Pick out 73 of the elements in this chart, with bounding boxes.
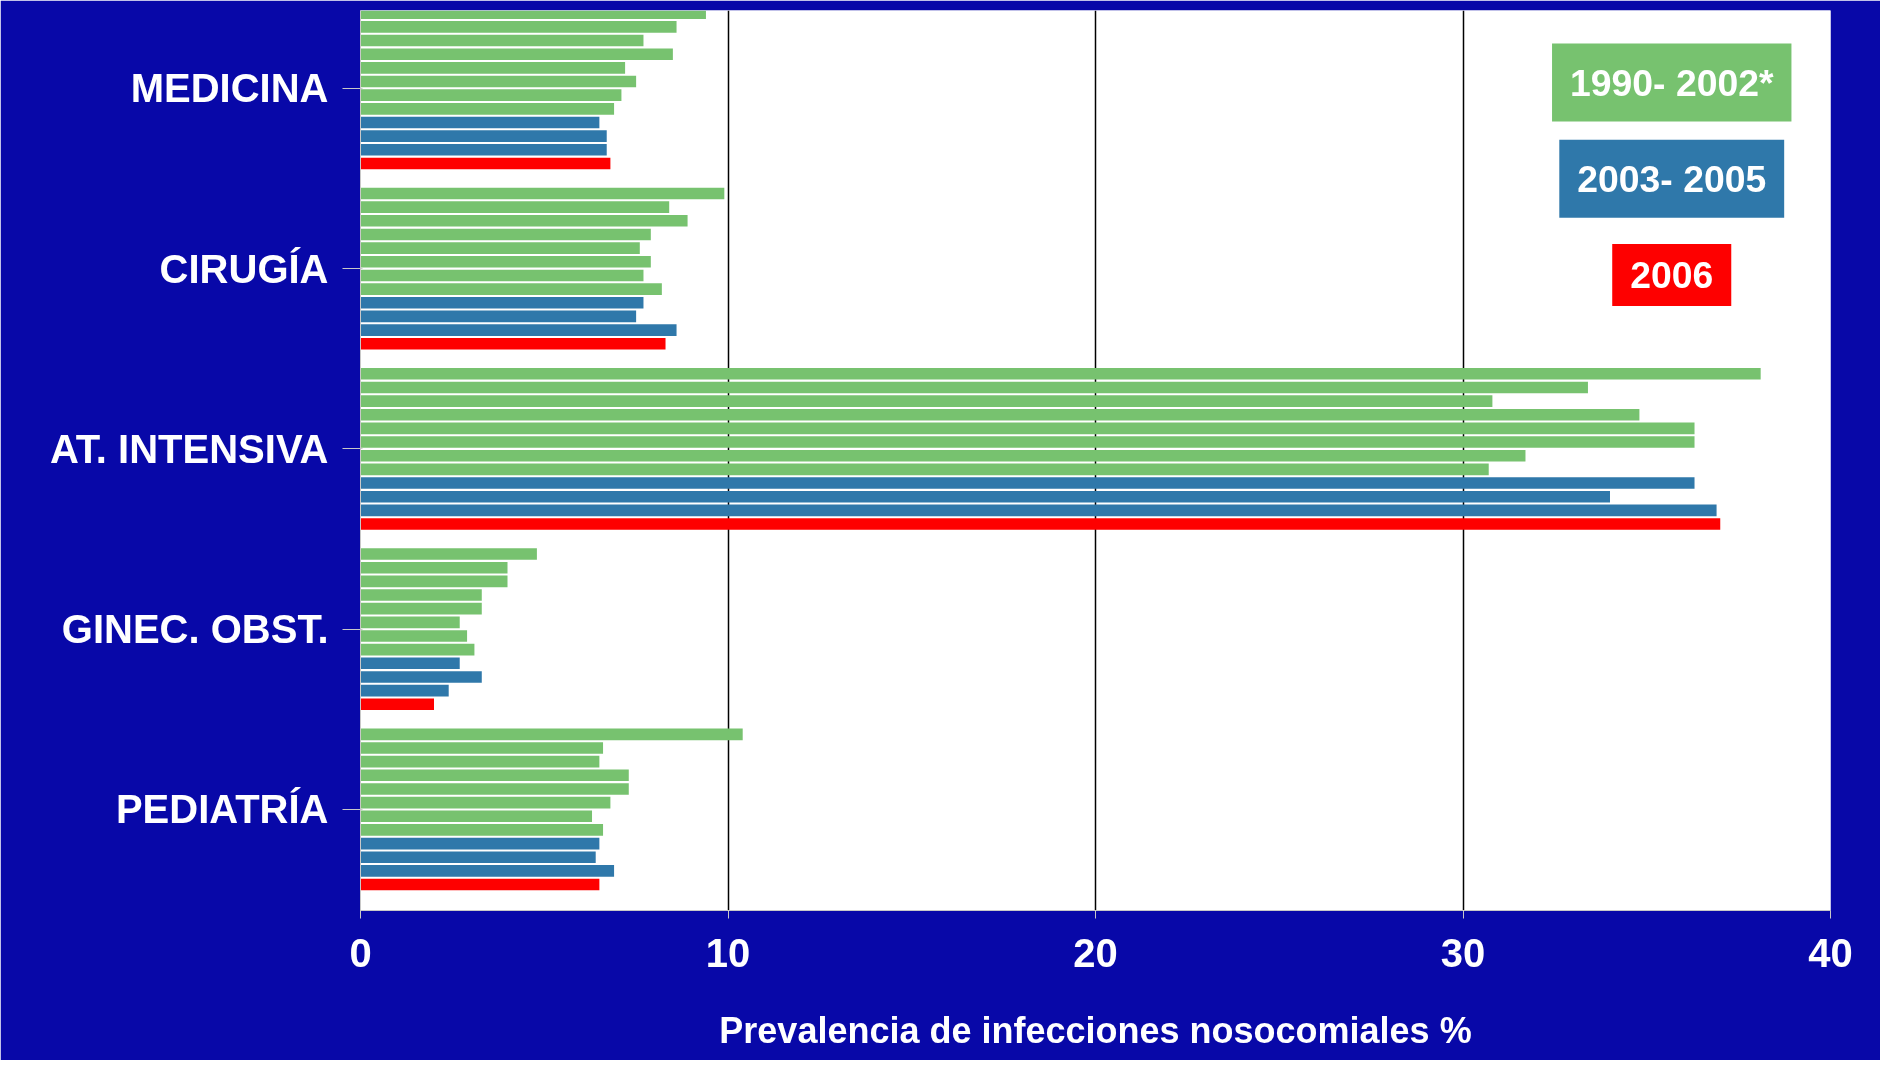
bar: [360, 643, 475, 656]
bar: [360, 630, 468, 642]
x-tick-label: 20: [1073, 930, 1118, 975]
bar: [360, 518, 1721, 530]
bar: [360, 602, 482, 615]
bar: [360, 783, 629, 795]
bar: [360, 796, 611, 809]
bar: [360, 89, 622, 101]
bar: [360, 157, 611, 170]
bar: [360, 103, 615, 115]
bar: [360, 255, 651, 268]
bar: [360, 548, 537, 560]
x-tick-label: 10: [705, 930, 751, 975]
bar: [360, 463, 1489, 476]
bar: [360, 21, 677, 33]
bar: [360, 671, 482, 683]
bar: [360, 242, 640, 254]
bar: [360, 742, 604, 754]
bar: [360, 657, 460, 670]
bar: [360, 684, 449, 697]
bar: [360, 296, 644, 309]
bar: [360, 269, 644, 282]
bar: [360, 504, 1717, 517]
x-tick-label: 40: [1808, 930, 1853, 975]
bar: [360, 187, 725, 200]
text: 2003- 2005: [1577, 157, 1767, 200]
y-tick-label: AT. INTENSIVA: [49, 426, 329, 471]
bar: [360, 116, 600, 129]
bar: [360, 851, 596, 864]
bar: [360, 337, 666, 350]
bar: [360, 561, 508, 574]
bar: [360, 130, 607, 142]
bar: [360, 310, 637, 323]
bar: [360, 698, 434, 711]
bar: [360, 810, 593, 823]
bar: [360, 201, 670, 213]
y-tick-label: PEDIATRÍA: [115, 787, 329, 832]
bar: [360, 75, 637, 88]
y-tick-label: GINEC. OBST.: [61, 607, 329, 652]
bar: [360, 837, 600, 850]
bar: [360, 228, 651, 241]
bar: [360, 589, 482, 601]
bar: [360, 34, 644, 47]
bar: [360, 144, 607, 156]
bar: [360, 824, 604, 836]
bar: [360, 436, 1695, 448]
y-tick-label: CIRUGÍA: [159, 246, 329, 291]
bar: [360, 408, 1640, 421]
bar: [360, 283, 662, 295]
bar: [360, 616, 460, 629]
text: 1990- 2002*: [1570, 61, 1774, 104]
bar: [360, 769, 629, 782]
bar: [360, 395, 1493, 407]
bar: [360, 477, 1695, 489]
bar: [360, 381, 1588, 394]
bar: [360, 62, 626, 74]
bar: [360, 422, 1695, 435]
bar: [360, 878, 600, 891]
bar: [360, 490, 1610, 503]
bar: [360, 728, 743, 741]
bar: [360, 575, 508, 588]
bar: [360, 48, 673, 61]
bar: [360, 367, 1761, 380]
text: 2006: [1630, 254, 1714, 297]
y-tick-label: MEDICINA: [130, 66, 329, 111]
bar: [360, 865, 615, 877]
x-tick-label: 30: [1440, 930, 1486, 975]
x-tick-label: 0: [349, 930, 372, 975]
bar: [360, 215, 688, 227]
bar: [360, 324, 677, 336]
bar: [360, 755, 600, 768]
x-axis-title: Prevalencia de infecciones nosocomiales %: [719, 1009, 1472, 1051]
bar: [360, 449, 1526, 462]
